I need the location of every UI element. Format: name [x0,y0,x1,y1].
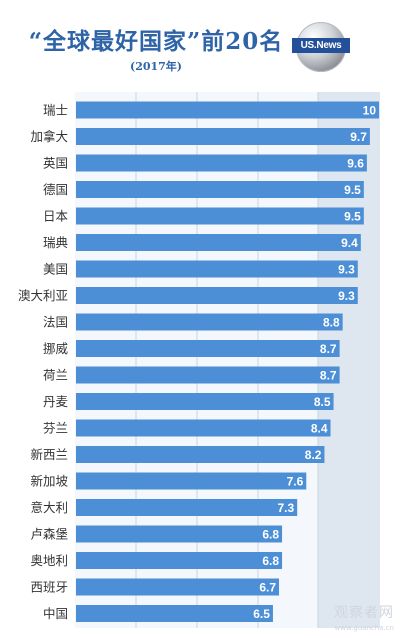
bar [76,313,343,331]
value-label: 9.5 [344,183,361,197]
bar [76,207,364,225]
bar [76,393,334,410]
category-label: 瑞典 [43,235,68,250]
value-label: 9.3 [338,263,355,277]
value-label: 9.7 [350,130,367,144]
chart-title: “全球最好国家”前20名 [28,28,284,55]
value-label: 7.6 [287,475,304,489]
bar [76,578,280,596]
category-label: 中国 [43,606,68,621]
value-label: 8.5 [314,395,331,409]
bar [76,181,364,198]
category-label: 澳大利亚 [18,288,68,303]
category-label: 奥地利 [30,553,68,568]
category-label: 丹麦 [43,394,69,409]
bar [76,605,273,622]
category-label: 美国 [43,262,68,277]
value-label: 6.7 [259,581,276,595]
category-label: 西班牙 [30,580,68,595]
value-label: 6.8 [262,554,279,568]
value-labels: 10 9.7 9.6 9.5 9.5 9.4 9.3 9.3 8.8 8.7 8.7 8.5 8.4 8.… [253,104,376,622]
category-labels: 瑞士加拿大英国德国日本瑞典美国澳大利亚法国挪威荷兰丹麦芬兰新西兰新加坡意大利卢森… [18,103,69,622]
bars [76,101,379,622]
bar [76,287,358,304]
watermark: 观察者网 [334,605,394,621]
watermark-url: www.guancha.cn [334,624,394,632]
category-label: 德国 [43,182,68,197]
bar [76,260,358,278]
value-label: 6.8 [262,528,279,542]
bar [76,499,298,516]
category-label: 新西兰 [30,447,68,462]
value-label: 8.7 [320,342,337,356]
value-label: 6.5 [253,607,270,621]
right-band [318,92,380,628]
bar [76,419,331,437]
value-label: 8.8 [323,316,340,330]
value-label: 9.6 [347,157,364,171]
value-label: 8.7 [320,369,337,383]
category-label: 意大利 [30,500,68,515]
category-label: 瑞士 [43,103,68,118]
category-label: 加拿大 [30,129,68,144]
bar [76,525,283,543]
value-label: 9.5 [344,210,361,224]
category-label: 英国 [43,156,68,171]
value-label: 9.4 [341,236,358,250]
category-label: 新加坡 [30,474,68,489]
bar [76,446,325,463]
usnews-logo: US.News [292,22,350,72]
bar [76,366,340,384]
value-label: 8.2 [305,448,322,462]
value-label: 7.3 [278,501,295,515]
category-label: 荷兰 [43,368,68,383]
value-label: 9.3 [338,289,355,303]
category-label: 卢森堡 [30,527,68,542]
bar [76,128,370,145]
category-label: 挪威 [43,341,69,356]
chart-subtitle: (2017年) [129,60,183,73]
bar [76,101,379,119]
category-label: 日本 [43,209,69,224]
bar [76,234,361,251]
category-label: 芬兰 [43,421,68,436]
bar [76,340,340,357]
bar [76,472,307,490]
logo-text: US.News [292,38,350,53]
bar [76,552,283,569]
value-label: 8.4 [311,422,328,436]
category-label: 法国 [43,315,68,330]
bar [76,154,367,172]
value-label: 10 [363,104,377,118]
